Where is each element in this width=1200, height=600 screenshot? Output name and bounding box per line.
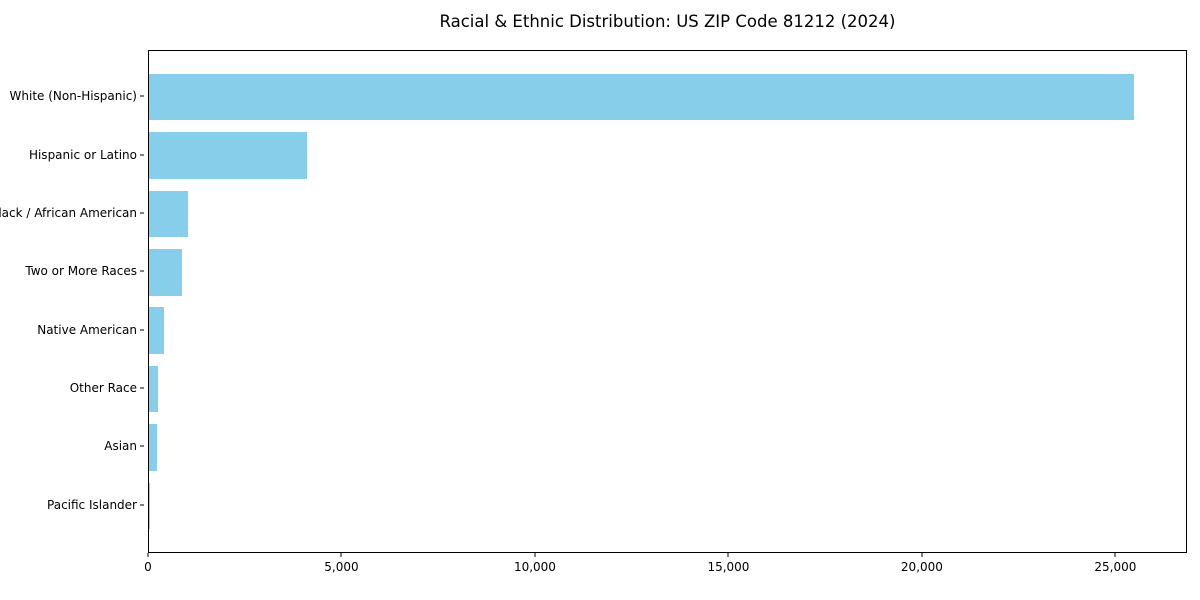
category-label: Hispanic or Latino xyxy=(28,147,137,162)
category-label: Two or More Races xyxy=(25,264,137,279)
bar-pacific-islander xyxy=(149,482,150,530)
y-axis-labels: White (Non-Hispanic) Hispanic or Latino Bl… xyxy=(0,50,144,553)
y-tick-mark xyxy=(140,154,144,156)
x-tick-label: 25,000 xyxy=(1094,560,1137,574)
x-tick-mark xyxy=(147,553,149,557)
x-tick-label: 20,000 xyxy=(900,560,943,574)
x-tick-mark xyxy=(727,553,729,557)
bar-native-american xyxy=(149,307,164,355)
y-tick-mark xyxy=(140,95,144,97)
x-tick-label: 10,000 xyxy=(513,560,556,574)
x-tick-label: 0 xyxy=(144,560,152,574)
category-label: Other Race xyxy=(69,381,137,396)
bar-other-race xyxy=(149,365,159,413)
bar-hispanic-or-latino xyxy=(149,132,308,179)
y-tick-mark xyxy=(140,445,144,447)
bar-black-african-american xyxy=(149,190,188,238)
y-tick-mark xyxy=(140,329,144,331)
category-label: Black / African American xyxy=(0,205,137,220)
bar-two-or-more-races xyxy=(149,248,183,296)
x-tick-label: 15,000 xyxy=(707,560,750,574)
plot-area xyxy=(148,50,1187,553)
x-tick-mark xyxy=(534,553,536,557)
y-tick-mark xyxy=(140,387,144,389)
y-tick-mark xyxy=(140,212,144,214)
x-tick-mark xyxy=(1114,553,1116,557)
x-tick-mark xyxy=(340,553,342,557)
x-axis-ticks: 0 5,000 10,000 15,000 20,000 25,000 xyxy=(144,553,1187,583)
y-tick-mark xyxy=(140,270,144,272)
category-label: Pacific Islander xyxy=(47,497,137,512)
category-label: White (Non-Hispanic) xyxy=(9,89,137,104)
chart-title: Racial & Ethnic Distribution: US ZIP Cod… xyxy=(439,12,896,31)
y-tick-mark xyxy=(140,504,144,506)
bar-white-non-hispanic xyxy=(149,73,1134,121)
x-tick-label: 5,000 xyxy=(324,560,359,574)
x-tick-mark xyxy=(921,553,923,557)
bar-asian xyxy=(149,424,157,471)
category-label: Asian xyxy=(104,439,137,454)
category-label: Native American xyxy=(37,322,137,337)
